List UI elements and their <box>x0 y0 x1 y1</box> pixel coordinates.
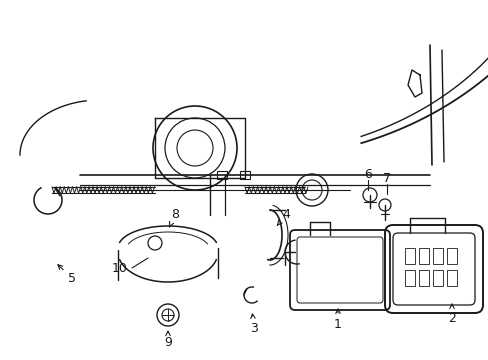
Text: 2: 2 <box>447 304 455 324</box>
Text: 7: 7 <box>382 172 390 185</box>
Text: 3: 3 <box>249 314 257 334</box>
Text: 1: 1 <box>333 309 341 332</box>
Bar <box>240 171 249 179</box>
Bar <box>446 248 456 264</box>
Bar <box>432 248 442 264</box>
Text: 4: 4 <box>277 208 289 225</box>
Bar <box>418 270 428 286</box>
Text: 8: 8 <box>169 208 179 227</box>
Text: 6: 6 <box>364 168 371 181</box>
Bar <box>418 248 428 264</box>
Bar <box>432 270 442 286</box>
Bar <box>404 270 414 286</box>
Bar <box>217 171 226 179</box>
Text: 5: 5 <box>58 265 76 284</box>
Text: 10: 10 <box>112 261 128 274</box>
Text: 9: 9 <box>164 331 172 348</box>
Bar <box>446 270 456 286</box>
Bar <box>404 248 414 264</box>
